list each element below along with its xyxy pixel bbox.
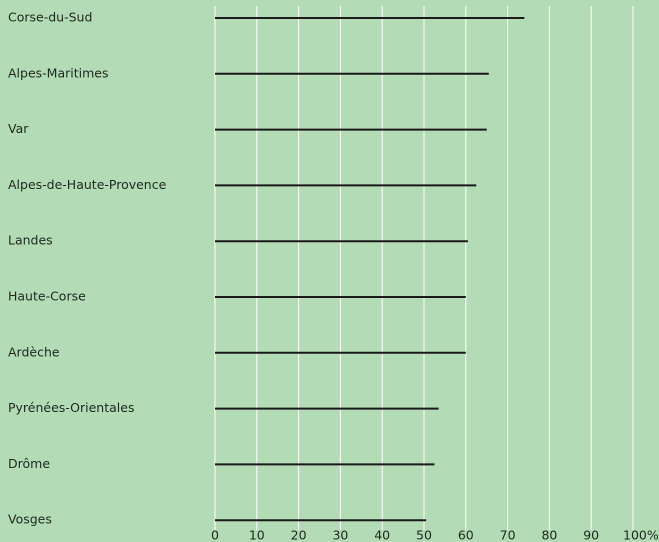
x-tick-label: 30 xyxy=(332,528,348,542)
category-label: Vosges xyxy=(8,512,52,527)
category-label: Haute-Corse xyxy=(8,289,86,304)
x-tick-label: 60 xyxy=(458,528,474,542)
x-tick-label: 40 xyxy=(374,528,390,542)
x-tick-label: 80 xyxy=(541,528,557,542)
x-tick-label: 10 xyxy=(249,528,265,542)
x-tick-label: 90 xyxy=(583,528,599,542)
x-tick-label: 50 xyxy=(416,528,432,542)
category-label: Pyrénées-Orientales xyxy=(8,400,134,415)
category-label: Drôme xyxy=(8,456,50,471)
category-label: Landes xyxy=(8,233,53,248)
x-tick-label: 100% xyxy=(623,528,659,542)
x-tick-label: 0 xyxy=(211,528,219,542)
category-label: Alpes-Maritimes xyxy=(8,65,108,80)
category-label: Ardèche xyxy=(8,344,60,359)
category-label: Corse-du-Sud xyxy=(8,10,92,25)
category-label: Alpes-de-Haute-Provence xyxy=(8,177,167,192)
x-tick-label: 20 xyxy=(291,528,307,542)
category-label: Var xyxy=(8,121,29,136)
x-tick-label: 70 xyxy=(500,528,516,542)
